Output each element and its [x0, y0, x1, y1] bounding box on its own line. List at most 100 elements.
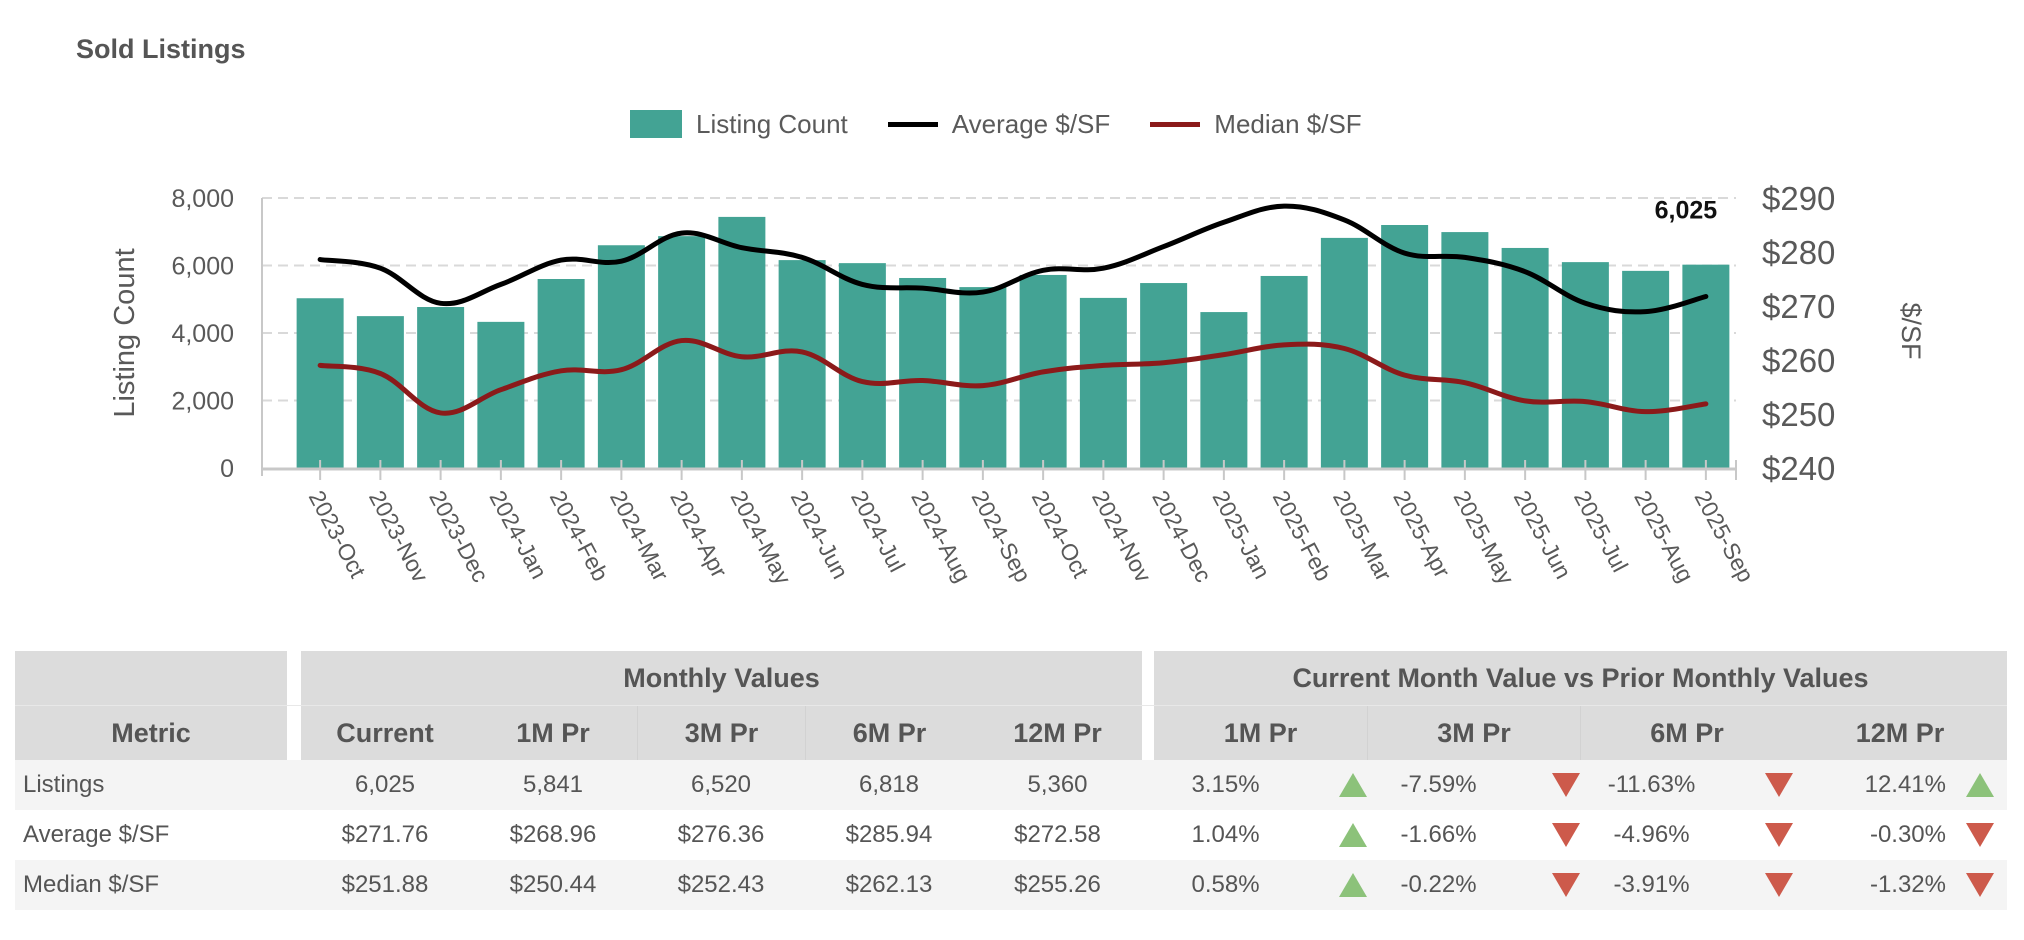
change-cell: 1.04%: [1154, 821, 1367, 849]
change-cell: -0.22%: [1367, 871, 1580, 899]
x-tick-label: 2025-Feb: [1268, 486, 1337, 585]
bar: [1140, 283, 1188, 468]
arrow-up-icon: [1966, 773, 1994, 797]
value-cell: 6,025: [354, 771, 416, 798]
value-cell: 6,520: [690, 771, 752, 798]
legend-item-median[interactable]: Median $/SF: [1150, 108, 1362, 140]
bar: [838, 263, 886, 468]
header-monthly-values: Monthly Values: [301, 651, 1142, 705]
value-cell: 5,841: [522, 771, 584, 798]
data-label: 6,025: [1655, 197, 1718, 225]
arrow-up-icon: [1339, 773, 1367, 797]
x-tick-label: 2024-Dec: [1147, 486, 1217, 586]
header-current[interactable]: Current: [301, 706, 469, 760]
bar: [417, 307, 465, 468]
x-tick-label: 2024-Nov: [1087, 486, 1157, 587]
value-cell: 5,360: [1027, 771, 1088, 798]
arrow-down-icon: [1966, 823, 1994, 847]
header-cmp-12m-pr[interactable]: 12M Pr: [1793, 706, 2007, 760]
header-metric[interactable]: Metric: [15, 706, 287, 760]
bar: [1501, 247, 1549, 468]
legend-swatch-line: [1150, 121, 1201, 127]
value-cell: $255.26: [1014, 871, 1101, 898]
value-cell: $276.36: [677, 821, 765, 848]
change-cell: 3.15%: [1154, 771, 1367, 799]
legend-label: Average $/SF: [951, 108, 1111, 139]
y-tick-label-right: $280: [1762, 234, 1835, 271]
legend-label: Median $/SF: [1214, 108, 1362, 139]
bar: [1441, 232, 1489, 468]
x-tick-label: 2025-Aug: [1629, 486, 1699, 586]
value-cell: 6,818: [858, 771, 920, 798]
arrow-up-icon: [1339, 823, 1367, 847]
value-cell: $251.88: [341, 871, 429, 898]
arrow-down-icon: [1552, 873, 1580, 897]
change-pct: 12.41%: [1864, 771, 1946, 798]
header-6m-pr[interactable]: 6M Pr: [805, 706, 973, 760]
change-cell: 0.58%: [1154, 871, 1367, 899]
legend-item-listing-count[interactable]: Listing Count: [630, 109, 848, 140]
change-pct: -4.96%: [1613, 821, 1690, 848]
metric-label: Median $/SF: [23, 871, 160, 898]
table-row: Median $/SF $251.88 $250.44 $252.43 $262.13 $…: [15, 860, 2007, 910]
y-tick-label-left: 0: [220, 455, 234, 483]
arrow-down-icon: [1552, 773, 1580, 797]
change-pct: 1.04%: [1191, 821, 1260, 848]
header-3m-pr[interactable]: 3M Pr: [637, 706, 805, 760]
y-tick-label-right: $240: [1762, 450, 1835, 487]
arrow-down-icon: [1552, 823, 1580, 847]
x-tick-label: 2023-Dec: [424, 486, 494, 586]
y-axis-title-right: $/SF: [1896, 302, 1926, 359]
x-tick-label: 2025-Jul: [1569, 486, 1633, 576]
value-cell: $271.76: [341, 821, 429, 848]
header-cmp-6m-pr[interactable]: 6M Pr: [1580, 706, 1793, 760]
combo-chart: 0 2,000 4,000 6,000 8,000 $240 $250 $260 $270 $28…: [109, 180, 1926, 589]
change-cell: 12.41%: [1793, 771, 2007, 799]
bar: [658, 236, 706, 468]
change-pct: -0.30%: [1869, 821, 1946, 848]
header-cmp-3m-pr[interactable]: 3M Pr: [1367, 706, 1580, 760]
y-tick-label-left: 2,000: [171, 388, 234, 416]
x-tick-label: 2025-May: [1448, 486, 1519, 589]
legend-label: Listing Count: [696, 108, 848, 139]
x-tick-label: 2024-May: [725, 486, 796, 589]
table-row: Listings 6,025 5,841 6,520 6,818 5,360 3.15% -7…: [15, 760, 2007, 810]
bar: [597, 245, 645, 468]
x-tick-label: 2025-Apr: [1388, 486, 1456, 582]
x-tick-label: 2023-Oct: [304, 486, 372, 582]
legend-item-average[interactable]: Average $/SF: [887, 108, 1111, 140]
header-cmp-1m-pr[interactable]: 1M Pr: [1154, 706, 1367, 760]
arrow-down-icon: [1966, 873, 1994, 897]
x-tick-label: 2025-Sep: [1689, 486, 1759, 586]
bar: [1622, 270, 1670, 468]
header-compare-values: Current Month Value vs Prior Monthly Val…: [1154, 651, 2007, 705]
value-cell: $268.96: [509, 821, 597, 848]
y-axis-title-left: Listing Count: [109, 248, 141, 417]
x-tick-label: 2024-Jun: [786, 486, 854, 583]
table-row: Average $/SF $271.76 $268.96 $276.36 $285.94…: [15, 810, 2007, 860]
change-pct: -11.63%: [1607, 771, 1696, 798]
bar: [778, 260, 826, 468]
metric-label: Listings: [23, 771, 105, 798]
value-cell: $272.58: [1014, 821, 1101, 848]
x-tick-label: 2024-Mar: [605, 486, 674, 585]
change-cell: -1.66%: [1367, 821, 1580, 849]
header-12m-pr[interactable]: 12M Pr: [973, 706, 1142, 760]
change-pct: 3.15%: [1191, 771, 1260, 798]
legend-swatch-bar: [630, 110, 682, 138]
value-cell: $250.44: [509, 871, 597, 898]
value-cell: $252.43: [677, 871, 765, 898]
header-1m-pr[interactable]: 1M Pr: [469, 706, 637, 760]
x-tick-label: 2024-Aug: [906, 486, 976, 586]
change-pct: -1.66%: [1400, 821, 1477, 848]
x-tick-label: 2024-Jan: [484, 486, 552, 583]
bar: [296, 298, 344, 468]
bar: [1200, 312, 1248, 468]
change-pct: -1.32%: [1869, 871, 1946, 898]
change-cell: -1.32%: [1793, 871, 2007, 899]
x-tick-label: 2024-Oct: [1027, 486, 1095, 582]
y-tick-label-right: $260: [1762, 342, 1835, 379]
change-pct: -3.91%: [1613, 871, 1690, 898]
x-tick-label: 2025-Jun: [1509, 486, 1577, 583]
y-tick-label-left: 4,000: [171, 320, 234, 348]
